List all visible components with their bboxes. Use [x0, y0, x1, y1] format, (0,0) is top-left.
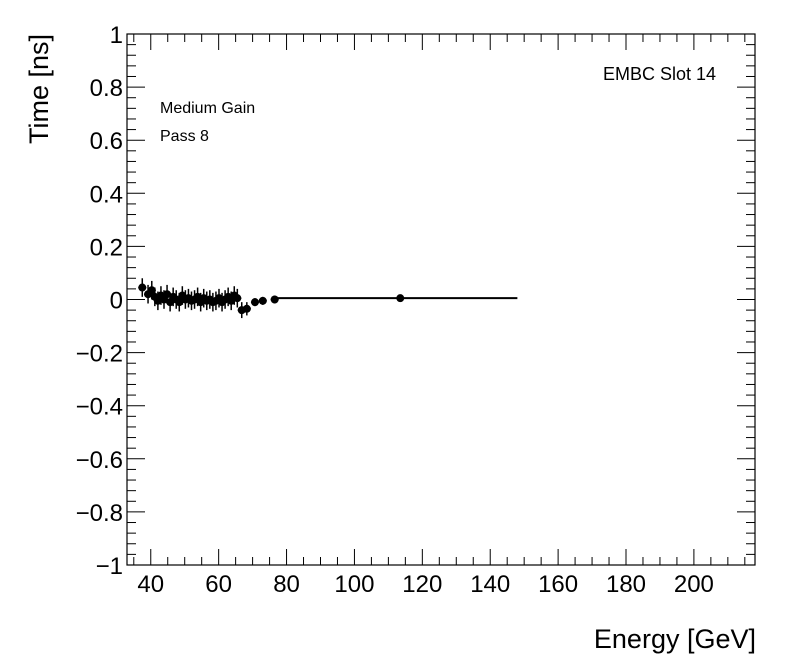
- y-tick-label: 0.6: [90, 128, 123, 155]
- x-tick-label: 160: [538, 571, 578, 598]
- data-point: [250, 298, 259, 307]
- y-tick-label: 0.2: [90, 234, 123, 261]
- data-point: [233, 288, 242, 308]
- y-tick-label: −1: [96, 553, 123, 580]
- x-tick-labels: 40 60 80 100 120 140 160 180 200: [137, 571, 714, 598]
- y-tick-label: −0.6: [76, 447, 123, 474]
- y-tick-labels: −1 −0.8 −0.6 −0.4 −0.2 0 0.2 0.4 0.6 0.8 1: [76, 22, 123, 580]
- plot-frame: [126, 33, 756, 566]
- data-point: [138, 278, 147, 297]
- y-tick-label: 1: [110, 22, 123, 49]
- point-marker: [270, 295, 279, 304]
- x-tick-label: 40: [137, 571, 164, 598]
- data-points: [138, 278, 405, 319]
- x-axis-title: Energy [GeV]: [594, 624, 756, 654]
- x-tick-label: 180: [606, 571, 646, 598]
- point-marker: [138, 283, 147, 292]
- data-point: [396, 294, 405, 303]
- x-tick-label: 80: [273, 571, 300, 598]
- point-marker: [396, 294, 405, 303]
- y-tick-label: −0.4: [76, 394, 123, 421]
- x-tick-label: 140: [470, 571, 510, 598]
- point-marker: [242, 304, 251, 313]
- x-tick-label: 200: [674, 571, 714, 598]
- point-marker: [175, 298, 184, 307]
- point-marker: [163, 290, 172, 299]
- x-tick-label: 120: [402, 571, 442, 598]
- y-tick-label: 0.8: [90, 75, 123, 102]
- y-axis-title: Time [ns]: [24, 34, 54, 144]
- point-marker: [258, 296, 267, 305]
- y-tick-label: 0: [110, 288, 123, 315]
- point-marker: [250, 298, 259, 307]
- x-tick-label: 100: [334, 571, 374, 598]
- annotation-gain: Medium Gain: [160, 100, 255, 117]
- x-tick-label: 60: [205, 571, 232, 598]
- annotation-pass: Pass 8: [160, 128, 209, 145]
- y-tick-label: −0.8: [76, 500, 123, 527]
- data-point: [242, 302, 251, 316]
- point-marker: [233, 294, 242, 303]
- point-marker: [147, 286, 156, 295]
- y-tick-label: 0.4: [90, 181, 123, 208]
- annotation-slot: EMBC Slot 14: [603, 64, 716, 84]
- y-tick-label: −0.2: [76, 341, 123, 368]
- data-point: [258, 296, 267, 305]
- data-point: [270, 295, 279, 304]
